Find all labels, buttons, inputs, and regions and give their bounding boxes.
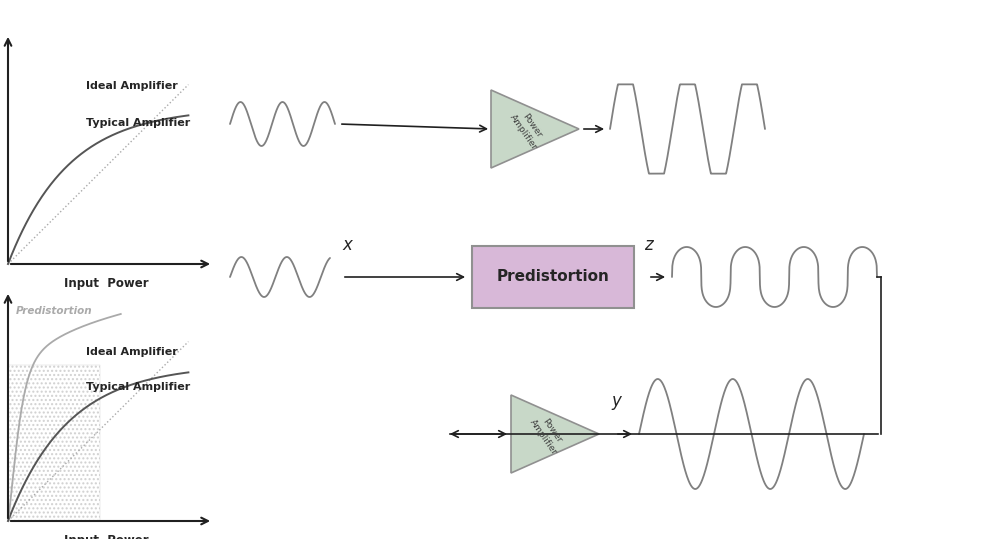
Text: Ideal Amplifier: Ideal Amplifier bbox=[86, 81, 178, 91]
Text: Power
Amplifier: Power Amplifier bbox=[508, 107, 548, 151]
Text: Typical Amplifier: Typical Amplifier bbox=[86, 382, 190, 392]
Text: Ideal Amplifier: Ideal Amplifier bbox=[86, 348, 178, 357]
Text: Input  Power: Input Power bbox=[64, 534, 149, 539]
Polygon shape bbox=[511, 395, 599, 473]
Text: Predistortion: Predistortion bbox=[497, 270, 609, 285]
Text: Typical Amplifier: Typical Amplifier bbox=[86, 118, 190, 128]
Text: Input  Power: Input Power bbox=[64, 277, 149, 290]
Text: Power
Amplifier: Power Amplifier bbox=[528, 412, 568, 457]
Text: $x$: $x$ bbox=[342, 236, 354, 254]
Text: Predistortion: Predistortion bbox=[16, 306, 93, 316]
Bar bbox=[472, 246, 634, 308]
Text: $y$: $y$ bbox=[611, 394, 623, 412]
Polygon shape bbox=[491, 90, 579, 168]
Text: $z$: $z$ bbox=[644, 236, 655, 254]
Bar bbox=[8, 364, 100, 521]
